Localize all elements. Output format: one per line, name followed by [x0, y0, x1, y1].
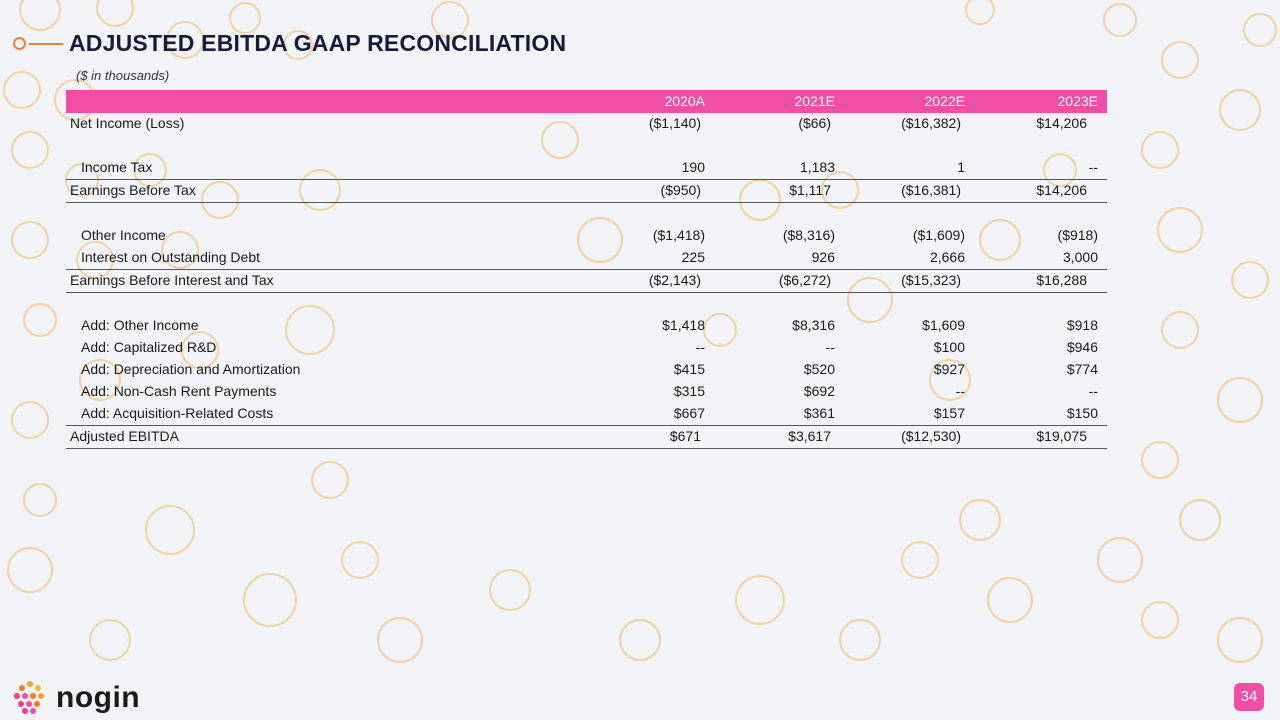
cell: $667: [673, 405, 705, 421]
cell: ($1,609): [912, 227, 965, 243]
cell: $14,206: [1036, 115, 1087, 131]
col-header-2020: 2020A: [664, 93, 705, 109]
col-header-2022: 2022E: [924, 93, 965, 109]
cell: ($918): [1057, 227, 1098, 243]
cell: --: [695, 339, 705, 355]
cell: $1,117: [789, 182, 831, 198]
cell: 190: [681, 159, 705, 175]
row-label: Adjusted EBITDA: [70, 428, 179, 444]
table-row: Net Income (Loss) ($1,140) ($66) ($16,38…: [66, 113, 1107, 135]
col-header-2023: 2023E: [1057, 93, 1098, 109]
table-row: Other Income ($1,418) ($8,316) ($1,609) …: [66, 225, 1107, 247]
page-title: ADJUSTED EBITDA GAAP RECONCILIATION: [69, 30, 567, 56]
cell: ($2,143): [648, 272, 701, 288]
table-row: Add: Other Income $1,418 $8,316 $1,609 $…: [66, 315, 1107, 337]
cell: 225: [681, 249, 705, 265]
table-row: Add: Non-Cash Rent Payments $315 $692 --…: [66, 381, 1107, 403]
cell: $918: [1066, 317, 1098, 333]
row-label: Income Tax: [81, 159, 153, 175]
cell: $520: [803, 361, 835, 377]
spacer-row: [66, 293, 1107, 315]
cell: $671: [669, 428, 701, 444]
cell: ($12,530): [901, 428, 961, 444]
row-label: Other Income: [81, 227, 166, 243]
cell: $415: [673, 361, 705, 377]
cell: 1: [957, 159, 965, 175]
row-label: Earnings Before Interest and Tax: [70, 272, 274, 288]
cell: $361: [803, 405, 835, 421]
cell: ($15,323): [901, 272, 961, 288]
page-number: 34: [1234, 683, 1264, 711]
nogin-logo: nogin: [12, 680, 140, 716]
cell: $150: [1066, 405, 1098, 421]
page-subtitle: ($ in thousands): [76, 68, 170, 83]
cell: $16,288: [1036, 272, 1087, 288]
cell: ($1,140): [648, 115, 701, 131]
cell: $774: [1066, 361, 1098, 377]
cell: 2,666: [929, 249, 965, 265]
cell: 3,000: [1062, 249, 1098, 265]
reconciliation-table: 2020A 2021E 2022E 2023E Net Income (Loss…: [66, 90, 1107, 449]
cell: $946: [1066, 339, 1098, 355]
table-row: Interest on Outstanding Debt 225 926 2,6…: [66, 247, 1107, 269]
cell: ($6,272): [778, 272, 831, 288]
cell: --: [1088, 159, 1098, 175]
cell: ($8,316): [782, 227, 835, 243]
table-row-total: Adjusted EBITDA $671 $3,617 ($12,530) $1…: [66, 425, 1107, 449]
cell: ($16,382): [901, 115, 961, 131]
cell: $927: [933, 361, 965, 377]
cell: --: [1088, 383, 1098, 399]
table-header: 2020A 2021E 2022E 2023E: [66, 90, 1107, 113]
table-row: Income Tax 190 1,183 1 --: [66, 157, 1107, 179]
cell: $315: [673, 383, 705, 399]
row-label: Add: Acquisition-Related Costs: [81, 405, 274, 421]
row-label: Earnings Before Tax: [70, 182, 196, 198]
cell: $157: [933, 405, 965, 421]
cell: $8,316: [792, 317, 835, 333]
table-row-total: Earnings Before Interest and Tax ($2,143…: [66, 269, 1107, 293]
row-label: Add: Other Income: [81, 317, 199, 333]
cell: $100: [933, 339, 965, 355]
table-row-total: Earnings Before Tax ($950) $1,117 ($16,3…: [66, 179, 1107, 203]
row-label: Interest on Outstanding Debt: [81, 249, 260, 265]
cell: $14,206: [1036, 182, 1087, 198]
cell: 1,183: [799, 159, 835, 175]
cell: ($66): [798, 115, 831, 131]
cell: --: [955, 383, 965, 399]
spacer-row: [66, 135, 1107, 157]
table-row: Add: Acquisition-Related Costs $667 $361…: [66, 403, 1107, 425]
table-row: Add: Capitalized R&D -- -- $100 $946: [66, 337, 1107, 359]
cell: ($1,418): [652, 227, 705, 243]
col-header-2021: 2021E: [794, 93, 835, 109]
cell: 926: [811, 249, 835, 265]
row-label: Add: Depreciation and Amortization: [81, 361, 301, 377]
cell: $1,609: [922, 317, 965, 333]
row-label: Add: Capitalized R&D: [81, 339, 217, 355]
title-row: ADJUSTED EBITDA GAAP RECONCILIATION: [13, 30, 566, 57]
cell: --: [825, 339, 835, 355]
cell: ($16,381): [901, 182, 961, 198]
logo-text: nogin: [56, 681, 141, 714]
cell: $3,617: [788, 428, 831, 444]
table-row: Add: Depreciation and Amortization $415 …: [66, 359, 1107, 381]
spacer-row: [66, 203, 1107, 225]
row-label: Net Income (Loss): [70, 115, 185, 131]
cell: $692: [803, 383, 835, 399]
row-label: Add: Non-Cash Rent Payments: [81, 383, 277, 399]
cell: $19,075: [1036, 428, 1087, 444]
cell: ($950): [660, 182, 701, 198]
cell: $1,418: [662, 317, 705, 333]
title-line: [29, 42, 63, 45]
title-ring-icon: [13, 37, 26, 50]
logo-dots-icon: [14, 681, 44, 714]
